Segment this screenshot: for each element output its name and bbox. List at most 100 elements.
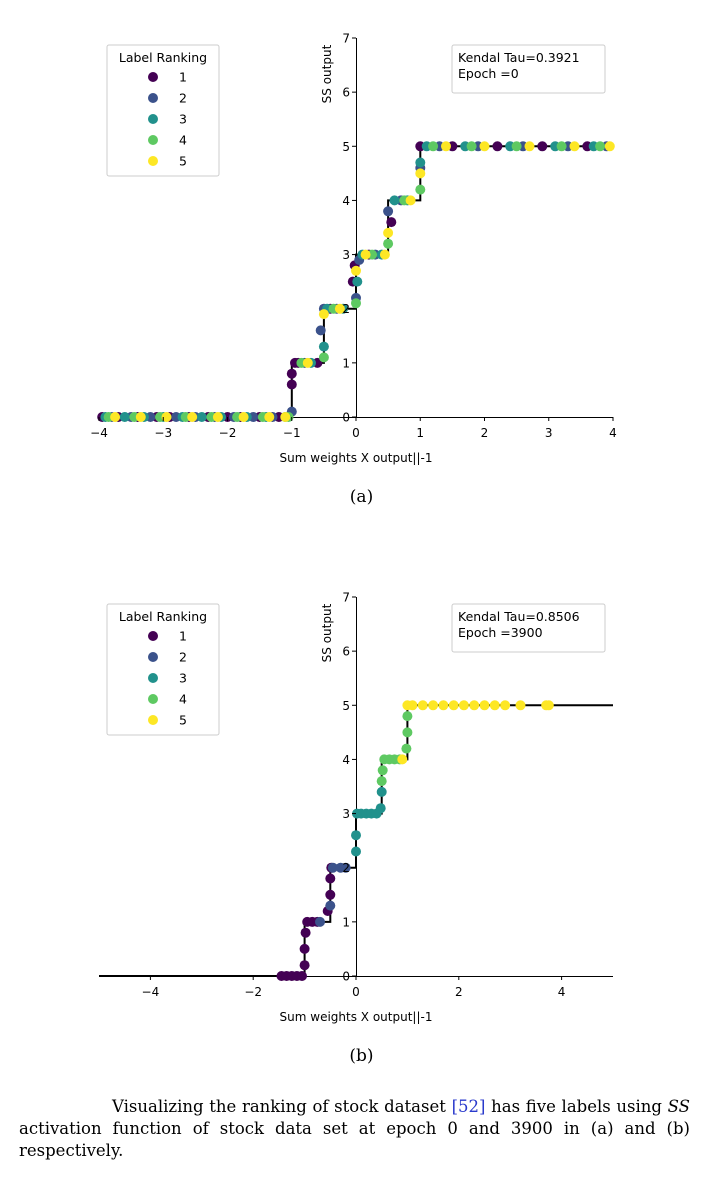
data-point-label-1-a: [286, 379, 297, 390]
data-point-label-5-b: [428, 700, 439, 711]
x-tick-label-a: −4: [90, 426, 108, 440]
data-point-label-3-a: [318, 341, 329, 352]
legend-entry-label-b: 2: [179, 650, 187, 665]
data-point-label-5-a: [238, 412, 249, 422]
data-point-label-2-b: [315, 916, 325, 927]
data-point-label-4-a: [466, 141, 477, 152]
data-point-label-5-b: [543, 700, 554, 711]
legend-box-a: [106, 44, 220, 177]
y-axis-label-b: SS output: [320, 603, 334, 662]
data-point-label-5-b: [469, 700, 480, 711]
data-point-label-4-a: [595, 141, 606, 152]
y-tick-label-a: 5: [342, 140, 350, 154]
legend-b: Label Ranking 1 2 3 4 5: [106, 603, 220, 736]
annotation-line-b: Epoch =3900: [458, 625, 543, 640]
x-axis-label-a: Sum weights X output||-1: [280, 451, 433, 465]
data-point-label-5-a: [110, 412, 121, 422]
y-tick-label-b: 3: [342, 807, 350, 821]
legend-entry-label-a: 4: [179, 133, 187, 148]
data-point-label-5-b: [448, 700, 459, 711]
chart-panel-b: −4 −2 0 2 4 0 1 2 3 4 5 6 7 Sum weights X output||-1 S…: [99, 591, 613, 1024]
data-point-label-4-a: [415, 184, 426, 195]
x-tick-label-b: −4: [142, 985, 160, 999]
data-point-label-5-a: [479, 141, 490, 152]
data-point-label-5-b: [479, 700, 490, 711]
annotation-line-a: Epoch =0: [458, 66, 519, 81]
data-point-label-3-a: [196, 412, 207, 422]
data-point-label-5-a: [415, 168, 426, 179]
caption-text-end: activation function of stock data set at…: [19, 1119, 690, 1160]
data-point-label-5-b: [397, 754, 408, 765]
data-point-label-5-a: [405, 195, 416, 206]
data-point-label-5-b: [489, 700, 500, 711]
y-tick-label-a: 3: [342, 248, 350, 262]
data-point-label-4-b: [402, 711, 413, 722]
data-point-label-5-a: [569, 141, 580, 152]
data-point-label-4-b: [401, 743, 412, 754]
legend-entry-label-b: 1: [179, 629, 187, 644]
data-point-label-4-a: [428, 141, 439, 152]
data-point-label-1-a: [492, 141, 503, 152]
data-point-label-3-a: [389, 195, 400, 206]
sublabel-a: (a): [349, 487, 374, 507]
data-point-label-4-a: [511, 141, 522, 152]
x-axis-label-b: Sum weights X output||-1: [280, 1010, 433, 1024]
x-tick-label-a: −1: [283, 426, 301, 440]
data-point-label-5-a: [524, 141, 535, 152]
data-point-label-5-a: [135, 412, 146, 422]
data-point-label-5-a: [161, 412, 172, 422]
data-point-label-3-b: [351, 830, 361, 841]
legend-entry-label-b: 5: [179, 713, 187, 728]
data-point-label-1-a: [537, 141, 548, 152]
data-point-label-5-b: [515, 700, 526, 711]
y-tick-label-b: 5: [342, 699, 350, 713]
legend-entry-label-b: 4: [179, 692, 187, 707]
legend-entry-label-a: 2: [179, 91, 187, 106]
legend-title-b: Label Ranking: [119, 609, 207, 624]
legend-marker-5-b: [148, 715, 158, 725]
legend-entry-label-a: 1: [179, 70, 187, 85]
x-tick-label-b: 4: [558, 985, 566, 999]
data-point-label-2-a: [383, 206, 394, 217]
figure-caption: Visualizing the ranking of stock dataset…: [19, 1096, 690, 1162]
legend-box-b: [106, 603, 220, 736]
data-point-label-1-b: [325, 889, 336, 900]
x-tick-label-a: 1: [416, 426, 424, 440]
data-point-label-2-a: [315, 325, 326, 336]
caption-citation-link[interactable]: [52]: [451, 1097, 486, 1116]
data-point-label-5-b: [417, 700, 428, 711]
data-point-label-5-a: [187, 412, 198, 422]
data-point-label-4-b: [402, 727, 413, 738]
data-point-label-2-b: [340, 862, 351, 873]
data-point-label-5-a: [264, 412, 275, 422]
legend-title-a: Label Ranking: [119, 50, 207, 65]
y-tick-label-a: 0: [342, 411, 350, 425]
data-point-label-3-a: [352, 276, 363, 287]
x-tick-label-a: 0: [352, 426, 360, 440]
y-tick-label-a: 7: [342, 32, 350, 46]
data-point-label-2-b: [325, 900, 336, 911]
y-tick-label-b: 2: [342, 861, 350, 875]
y-tick-label-a: 2: [342, 302, 350, 316]
legend-entry-label-a: 5: [179, 154, 187, 169]
legend-marker-2-a: [148, 93, 158, 103]
data-point-label-1-b: [297, 971, 307, 981]
data-point-label-5-b: [407, 700, 418, 711]
legend-marker-4-b: [148, 694, 158, 704]
annotation-box-b: [451, 603, 606, 653]
x-tick-label-a: 4: [609, 426, 617, 440]
data-point-label-5-a: [360, 249, 371, 260]
data-point-label-5-a: [280, 412, 291, 422]
data-point-label-5-a: [379, 249, 390, 260]
legend-marker-5-a: [148, 156, 158, 166]
data-point-label-5-a: [318, 309, 329, 320]
data-point-label-1-a: [386, 217, 397, 228]
caption-text-start: Visualizing the ranking of stock dataset: [112, 1097, 452, 1116]
data-point-label-1-b: [299, 943, 310, 954]
chart-panel-a: −4 −3 −2 −1 0 1 2 3 4 0 1 2 3 4 5 6 7 Sum weights X outpu…: [90, 32, 617, 466]
caption-ss-term: SS: [667, 1097, 690, 1116]
annotation-box-a: [451, 44, 606, 94]
